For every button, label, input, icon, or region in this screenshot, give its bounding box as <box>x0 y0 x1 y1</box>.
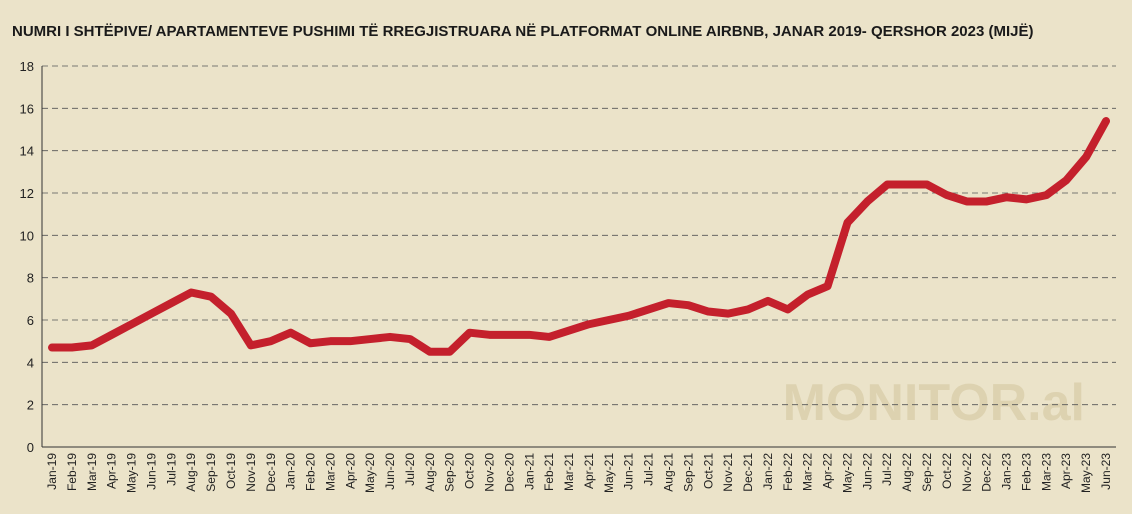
y-tick-label: 8 <box>27 271 34 286</box>
x-tick-label: Feb-19 <box>65 453 79 491</box>
x-tick-label: Mar-22 <box>801 453 815 491</box>
x-tick-label: Feb-21 <box>542 453 556 491</box>
y-tick-label: 12 <box>20 186 34 201</box>
x-tick-label: Aug-19 <box>184 453 198 492</box>
x-tick-label: Dec-19 <box>264 453 278 492</box>
x-tick-label: Dec-21 <box>741 453 755 492</box>
x-tick-label: Feb-22 <box>781 453 795 491</box>
x-tick-label: Dec-20 <box>502 453 516 492</box>
x-tick-label: Dec-22 <box>980 453 994 492</box>
y-tick-label: 4 <box>27 355 34 370</box>
x-tick-label: Nov-20 <box>483 453 497 492</box>
y-tick-label: 18 <box>20 59 34 74</box>
x-tick-label: Mar-21 <box>562 453 576 491</box>
x-tick-label: Aug-21 <box>661 453 675 492</box>
x-tick-label: Nov-21 <box>721 453 735 492</box>
x-tick-label: Apr-23 <box>1059 453 1073 489</box>
x-tick-label: Sep-19 <box>204 453 218 492</box>
x-tick-label: Aug-20 <box>423 453 437 492</box>
x-tick-label: Oct-21 <box>701 453 715 489</box>
x-tick-label: Apr-21 <box>582 453 596 489</box>
x-tick-label: Jun-20 <box>383 453 397 490</box>
x-tick-label: Apr-19 <box>105 453 119 489</box>
y-tick-label: 0 <box>27 440 34 455</box>
x-tick-label: Nov-19 <box>244 453 258 492</box>
chart-title: NUMRI I SHTËPIVE/ APARTAMENTEVE PUSHIMI … <box>12 23 1034 40</box>
x-tick-label: Sep-20 <box>443 453 457 492</box>
x-tick-label: Feb-20 <box>304 453 318 491</box>
x-tick-label: Jun-21 <box>622 453 636 490</box>
x-tick-label: Mar-23 <box>1039 453 1053 491</box>
x-tick-label: Aug-22 <box>900 453 914 492</box>
x-tick-label: Jun-23 <box>1099 453 1113 490</box>
y-tick-label: 16 <box>20 101 34 116</box>
x-tick-label: Jul-20 <box>403 453 417 486</box>
y-tick-label: 2 <box>27 398 34 413</box>
x-tick-label: Oct-19 <box>224 453 238 489</box>
x-tick-label: May-19 <box>125 453 139 493</box>
y-tick-label: 10 <box>20 228 34 243</box>
x-tick-label: Jun-22 <box>860 453 874 490</box>
y-tick-label: 6 <box>27 313 34 328</box>
x-tick-label: Jul-19 <box>164 453 178 486</box>
x-tick-label: Oct-22 <box>940 453 954 489</box>
x-tick-label: May-20 <box>363 453 377 493</box>
data-line <box>48 117 1110 356</box>
x-tick-label: Sep-22 <box>920 453 934 492</box>
x-tick-label: Mar-20 <box>323 453 337 491</box>
watermark: MONITOR.al <box>783 374 1085 432</box>
x-tick-label: May-21 <box>602 453 616 493</box>
x-tick-label: Nov-22 <box>960 453 974 492</box>
x-tick-label: Jul-21 <box>642 453 656 486</box>
x-tick-label: Jul-22 <box>880 453 894 486</box>
y-tick-label: 14 <box>20 144 34 159</box>
x-tick-label: Jan-20 <box>284 453 298 490</box>
x-tick-label: Jan-21 <box>522 453 536 490</box>
x-tick-label: Sep-21 <box>681 453 695 492</box>
x-tick-label: Apr-22 <box>821 453 835 489</box>
x-tick-label: Jan-22 <box>761 453 775 490</box>
x-tick-label: May-22 <box>840 453 854 493</box>
x-tick-label: Jan-23 <box>1000 453 1014 490</box>
x-tick-label: Mar-19 <box>85 453 99 491</box>
x-tick-label: Jun-19 <box>144 453 158 490</box>
x-tick-label: May-23 <box>1079 453 1093 493</box>
x-tick-label: Feb-23 <box>1019 453 1033 491</box>
x-tick-label: Jan-19 <box>45 453 59 490</box>
x-tick-label: Oct-20 <box>463 453 477 489</box>
x-tick-label: Apr-20 <box>343 453 357 489</box>
